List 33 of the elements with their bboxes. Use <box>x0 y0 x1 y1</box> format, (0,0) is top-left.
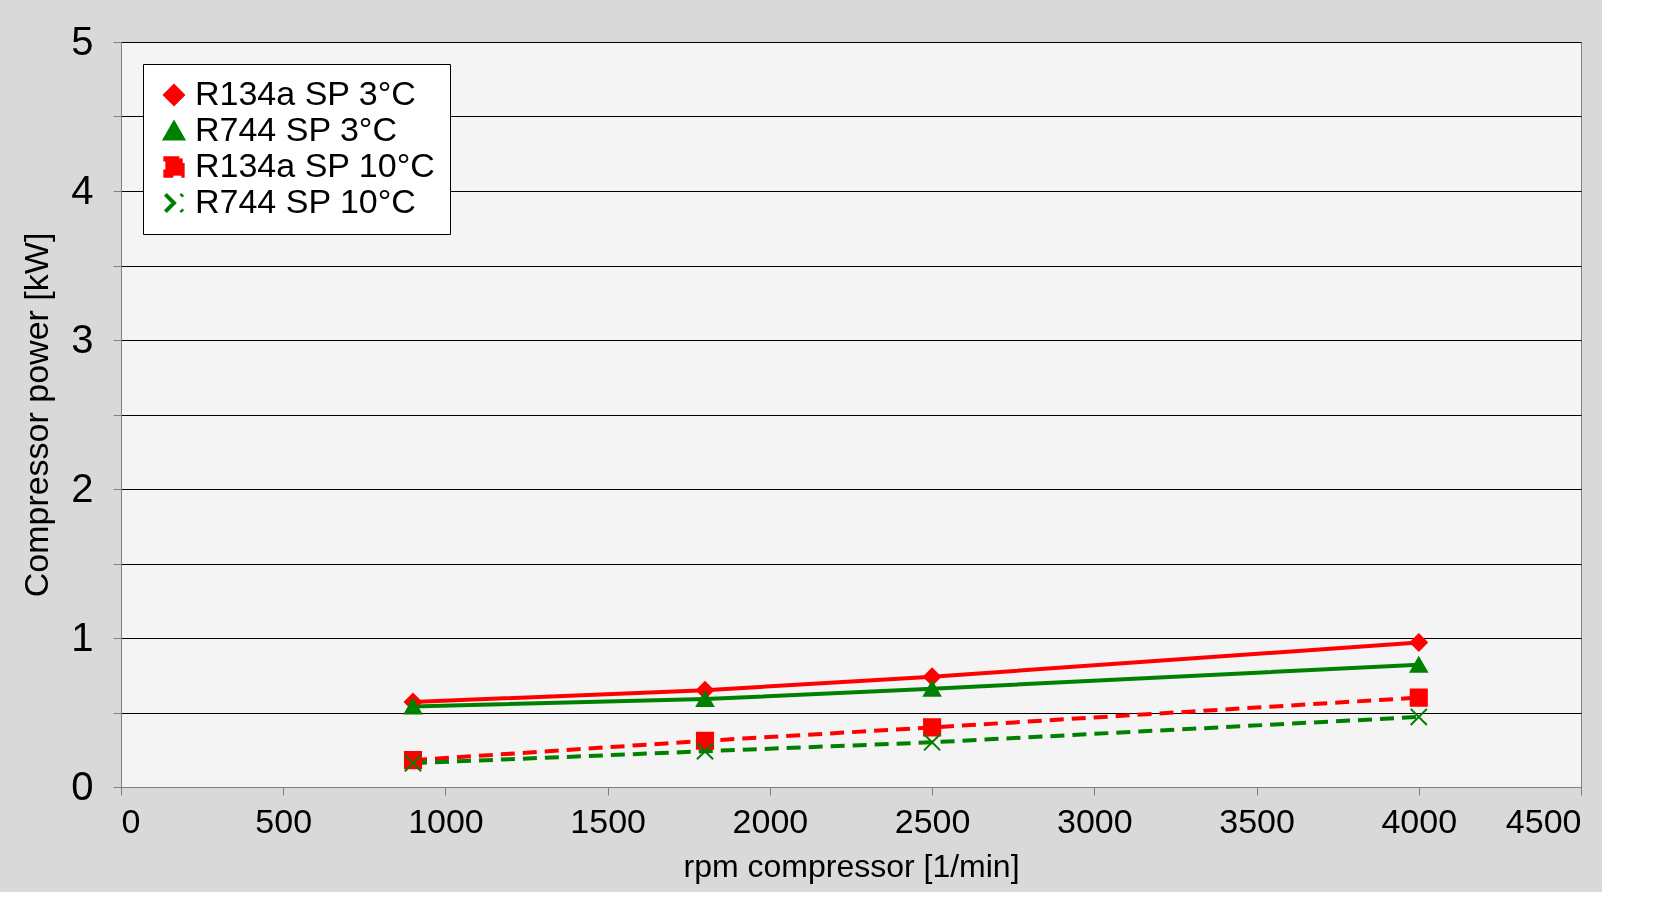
legend-label: R744 SP 10°C <box>195 182 416 220</box>
x-tick-label: 1500 <box>570 801 646 840</box>
point <box>923 733 942 752</box>
y-tick-label: 3 <box>71 316 94 361</box>
y-tick-label: 2 <box>71 465 94 510</box>
x-tick-label: 0 <box>121 801 141 840</box>
point <box>1409 633 1428 652</box>
y-tick-label: 1 <box>71 614 94 659</box>
x-tick-label: 3000 <box>1057 801 1133 840</box>
y-tick-label: 4 <box>71 167 94 212</box>
y-tick-label: 0 <box>71 763 94 808</box>
legend-label: R134a SP 10°C <box>195 146 435 184</box>
point <box>403 698 423 715</box>
y-axis-title: Compressor power [kW] <box>17 232 56 598</box>
y-tick-label: 5 <box>71 18 94 63</box>
x-tick-label: 1000 <box>408 801 484 840</box>
x-tick-label: 2000 <box>732 801 809 840</box>
point <box>695 742 715 761</box>
point <box>923 718 942 737</box>
point <box>695 691 715 708</box>
legend-label: R134a SP 3°C <box>195 74 416 112</box>
point <box>923 680 942 697</box>
point <box>1409 656 1428 673</box>
x-tick-label: 3500 <box>1219 801 1295 840</box>
point <box>1409 707 1428 727</box>
x-tick-label: 4000 <box>1381 801 1458 840</box>
point <box>1409 688 1428 707</box>
x-tick-label: 2500 <box>894 801 971 840</box>
x-axis-title: rpm compressor [1/min] <box>683 847 1020 884</box>
x-tick-label: 500 <box>255 801 313 840</box>
point <box>923 667 942 686</box>
legend-label: R744 SP 3°C <box>195 110 397 148</box>
x-tick-label: 4500 <box>1505 801 1582 840</box>
